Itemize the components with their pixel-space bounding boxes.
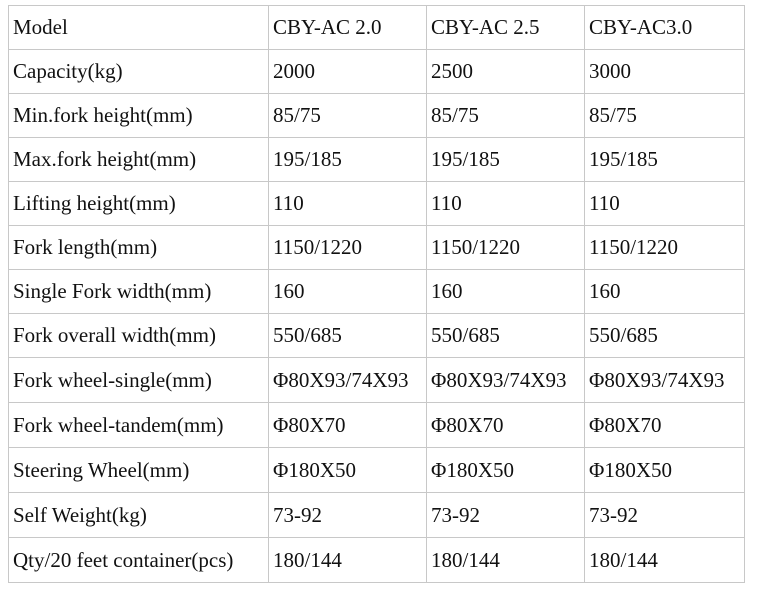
cell: 110 — [584, 181, 745, 226]
cell: 180/144 — [268, 537, 427, 583]
cell: 85/75 — [268, 93, 427, 138]
row-label: Capacity(kg) — [8, 49, 269, 94]
cell: 195/185 — [268, 137, 427, 182]
row-label: Fork length(mm) — [8, 225, 269, 270]
cell: 195/185 — [426, 137, 585, 182]
cell: CBY-AC 2.5 — [426, 5, 585, 50]
cell: Φ80X93/74X93 — [426, 357, 585, 403]
cell: CBY-AC3.0 — [584, 5, 745, 50]
table-row: Fork length(mm) 1150/1220 1150/1220 1150/12… — [8, 225, 745, 270]
cell: 3000 — [584, 49, 745, 94]
cell: 160 — [426, 269, 585, 314]
cell: 550/685 — [426, 313, 585, 358]
cell: 2000 — [268, 49, 427, 94]
cell: 2500 — [426, 49, 585, 94]
row-label: Max.fork height(mm) — [8, 137, 269, 182]
table-row: Max.fork height(mm) 195/185 195/185 195/185 — [8, 137, 745, 182]
spec-table: Model CBY-AC 2.0 CBY-AC 2.5 CBY-AC3.0 Capaci… — [8, 5, 745, 583]
row-label: Steering Wheel(mm) — [8, 447, 269, 493]
cell: 160 — [584, 269, 745, 314]
cell: 180/144 — [426, 537, 585, 583]
cell: CBY-AC 2.0 — [268, 5, 427, 50]
cell: 1150/1220 — [268, 225, 427, 270]
cell: 160 — [268, 269, 427, 314]
row-label: Fork wheel-tandem(mm) — [8, 402, 269, 448]
cell: 85/75 — [426, 93, 585, 138]
table-row: Qty/20 feet container(pcs) 180/144 180/144… — [8, 537, 745, 583]
table-row: Steering Wheel(mm) Φ180X50 Φ180X50 Φ180X50 — [8, 447, 745, 493]
table-row: Capacity(kg) 2000 2500 3000 — [8, 49, 745, 94]
table-row: Fork wheel-tandem(mm) Φ80X70 Φ80X70 Φ80X70 — [8, 402, 745, 448]
row-label: Lifting height(mm) — [8, 181, 269, 226]
cell: Φ80X93/74X93 — [268, 357, 427, 403]
header-row: Model CBY-AC 2.0 CBY-AC 2.5 CBY-AC3.0 — [8, 5, 745, 50]
cell: 110 — [426, 181, 585, 226]
cell: Φ180X50 — [426, 447, 585, 493]
table-row: Fork wheel-single(mm) Φ80X93/74X93 Φ80X93/… — [8, 357, 745, 403]
cell: 1150/1220 — [584, 225, 745, 270]
table-row: Single Fork width(mm) 160 160 160 — [8, 269, 745, 314]
table-body: Model CBY-AC 2.0 CBY-AC 2.5 CBY-AC3.0 Capaci… — [8, 5, 745, 583]
table-row: Fork overall width(mm) 550/685 550/685 550/… — [8, 313, 745, 358]
cell: 1150/1220 — [426, 225, 585, 270]
cell: Φ80X70 — [584, 402, 745, 448]
cell: Φ180X50 — [584, 447, 745, 493]
row-label: Fork overall width(mm) — [8, 313, 269, 358]
row-label: Single Fork width(mm) — [8, 269, 269, 314]
row-label: Self Weight(kg) — [8, 492, 269, 538]
cell: 195/185 — [584, 137, 745, 182]
table-row: Lifting height(mm) 110 110 110 — [8, 181, 745, 226]
row-label: Qty/20 feet container(pcs) — [8, 537, 269, 583]
cell: 73-92 — [584, 492, 745, 538]
row-label: Min.fork height(mm) — [8, 93, 269, 138]
cell: Φ80X70 — [426, 402, 585, 448]
cell: 550/685 — [268, 313, 427, 358]
row-label: Fork wheel-single(mm) — [8, 357, 269, 403]
cell: 85/75 — [584, 93, 745, 138]
cell: 110 — [268, 181, 427, 226]
table-row: Min.fork height(mm) 85/75 85/75 85/75 — [8, 93, 745, 138]
cell: Φ80X70 — [268, 402, 427, 448]
cell: 73-92 — [268, 492, 427, 538]
cell: 550/685 — [584, 313, 745, 358]
row-label: Model — [8, 5, 269, 50]
spec-table-wrap: Model CBY-AC 2.0 CBY-AC 2.5 CBY-AC3.0 Capaci… — [8, 5, 745, 583]
cell: 73-92 — [426, 492, 585, 538]
table-row: Self Weight(kg) 73-92 73-92 73-92 — [8, 492, 745, 538]
cell: 180/144 — [584, 537, 745, 583]
cell: Φ180X50 — [268, 447, 427, 493]
cell: Φ80X93/74X93 — [584, 357, 745, 403]
